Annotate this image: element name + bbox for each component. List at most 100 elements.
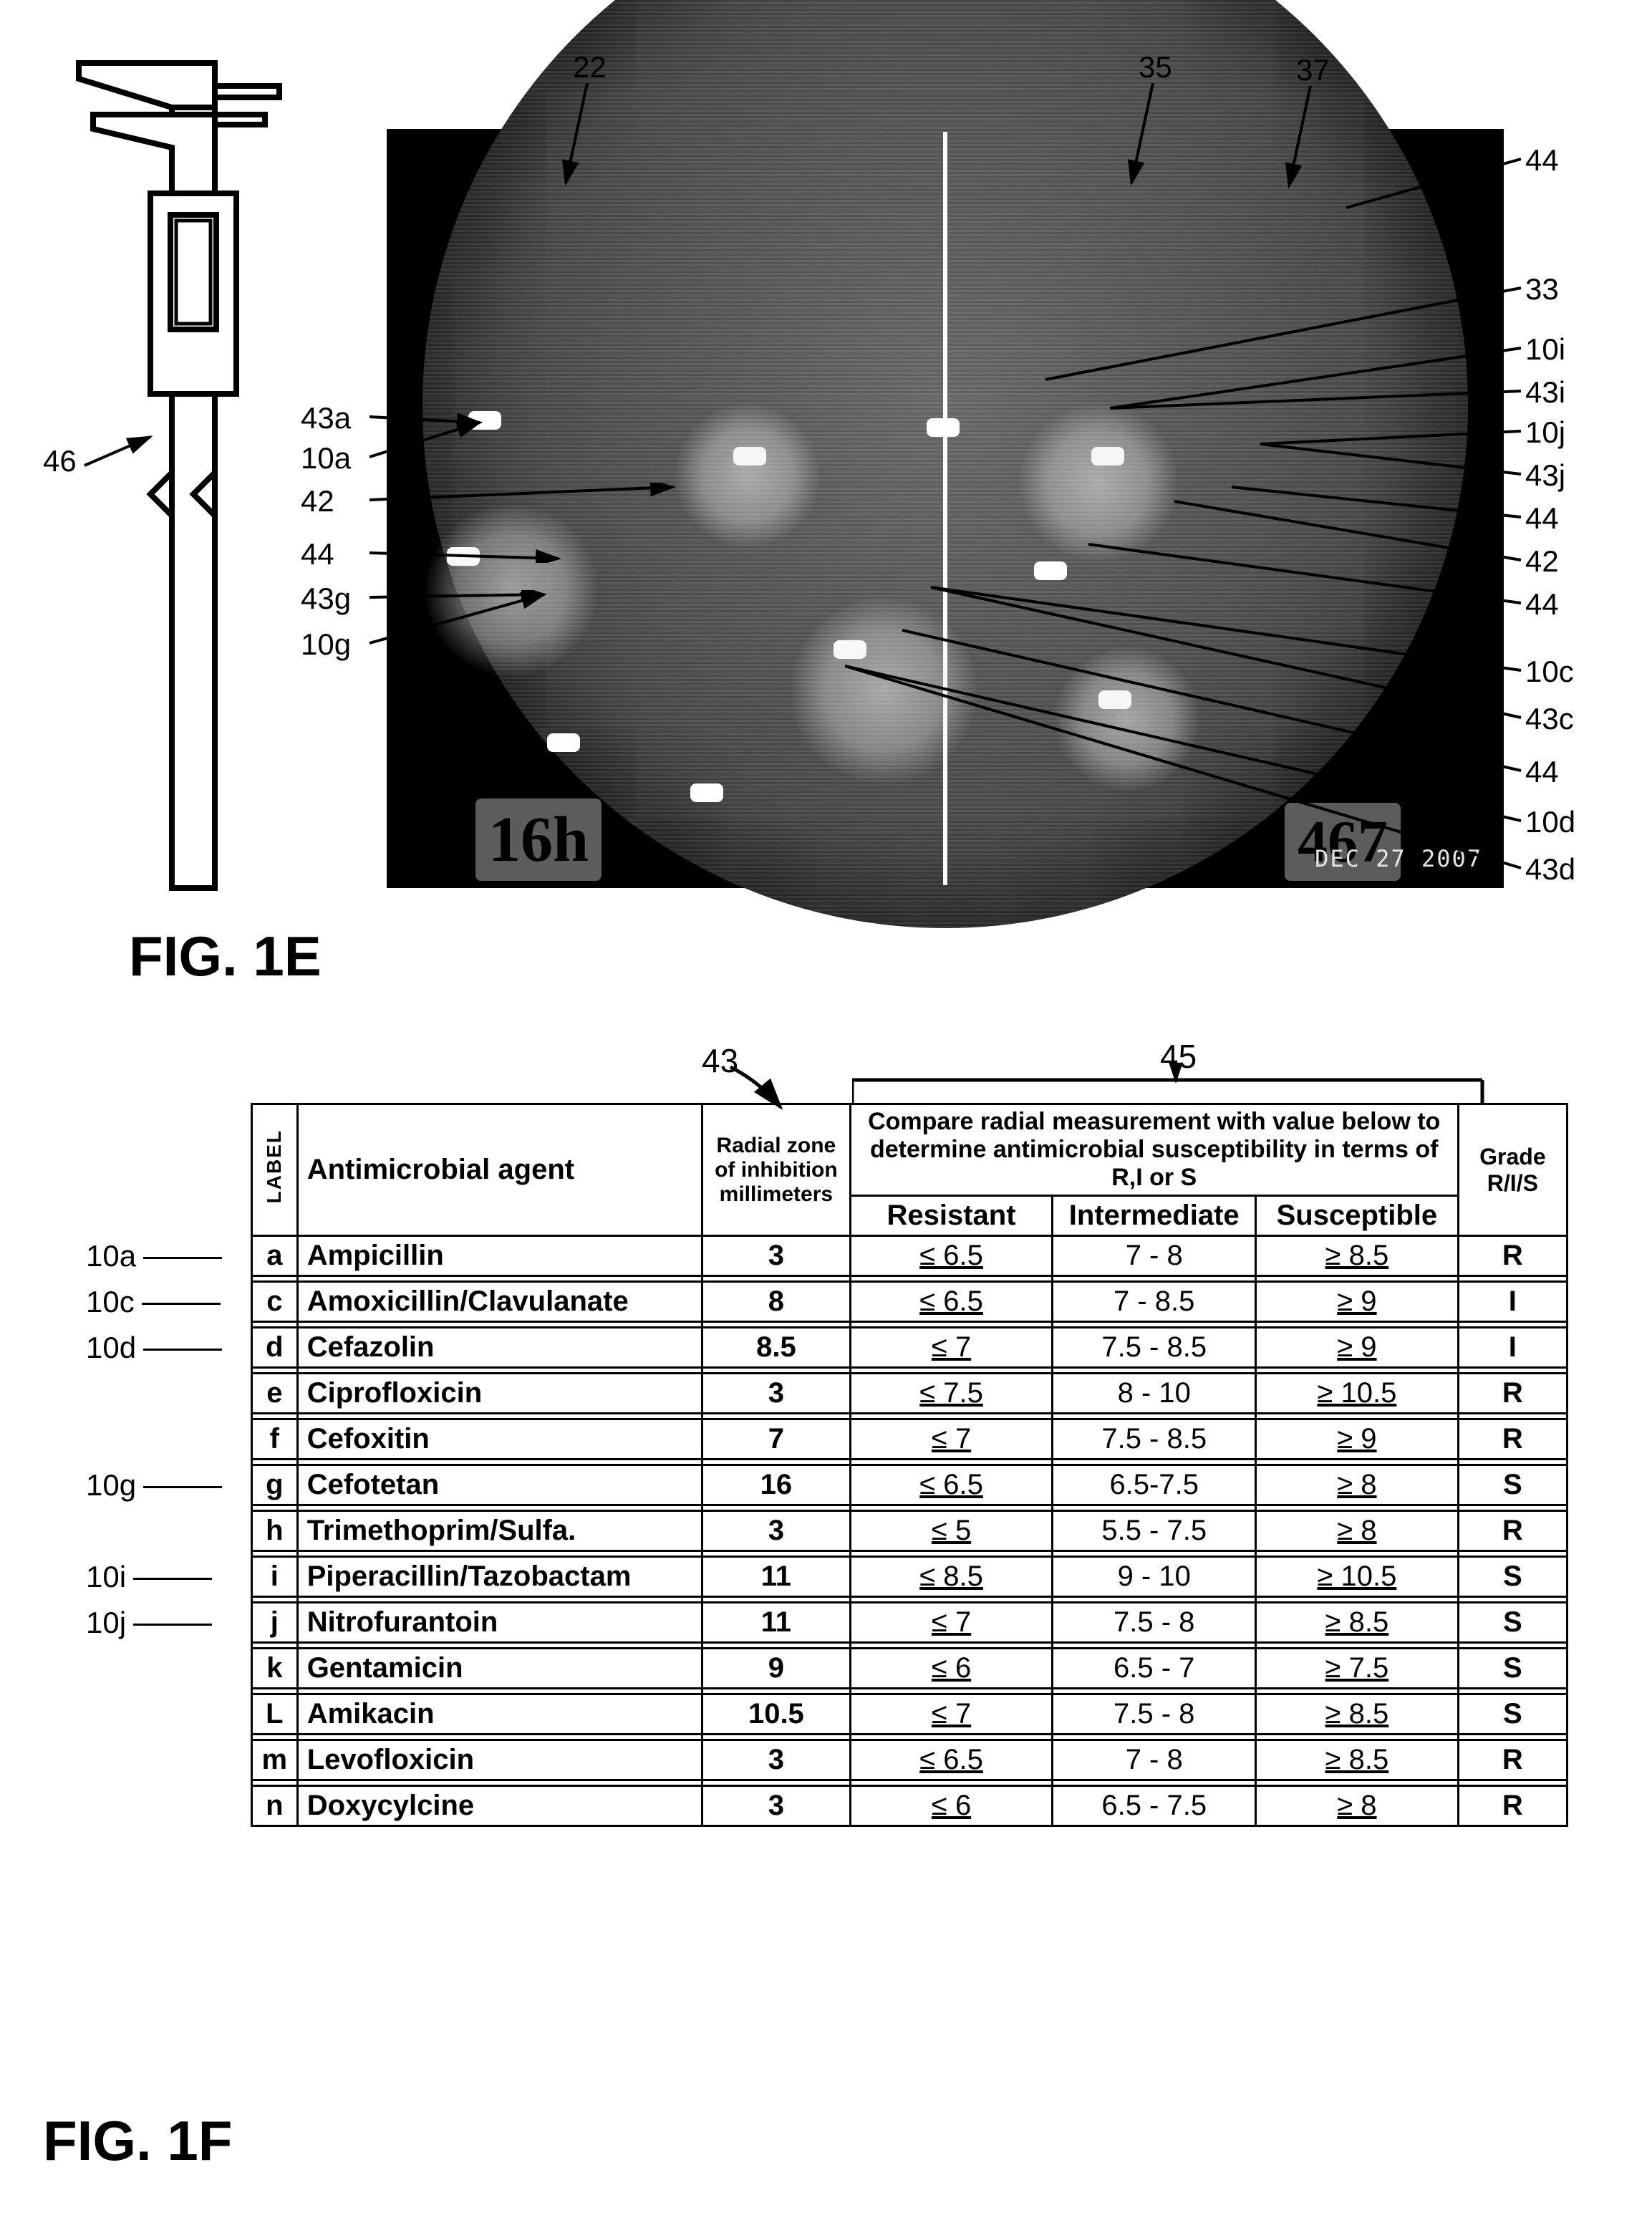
callout-10d-r12: 10d (1525, 805, 1575, 839)
callout-42-l2: 42 (301, 484, 334, 519)
row-grade: S (1458, 1603, 1567, 1643)
col-compare: Compare radial measurement with value be… (850, 1104, 1458, 1196)
row-label: i (252, 1557, 298, 1597)
row-susceptible: ≥ 8.5 (1256, 1603, 1459, 1643)
row-radial: 9 (702, 1649, 851, 1689)
row-radial: 3 (702, 1786, 851, 1826)
antibiotic-disc (1034, 561, 1067, 580)
inhibition-halo (425, 504, 597, 676)
row-label: g (252, 1465, 298, 1505)
row-susceptible: ≥ 7.5 (1256, 1649, 1459, 1689)
row-resistant: ≤ 7 (850, 1694, 1053, 1735)
row-label: a (252, 1236, 298, 1276)
row-intermediate: 9 - 10 (1053, 1557, 1256, 1597)
table-row: dCefazolin8.5≤ 77.5 - 8.5≥ 9I (252, 1328, 1568, 1368)
row-susceptible: ≥ 9 (1256, 1282, 1459, 1322)
row-resistant: ≤ 6.5 (850, 1740, 1053, 1780)
row-susceptible: ≥ 9 (1256, 1419, 1459, 1460)
row-grade: I (1458, 1282, 1567, 1322)
row-radial: 16 (702, 1465, 851, 1505)
spacer-row (252, 1735, 1568, 1740)
table-row: gCefotetan16≤ 6.56.5-7.5≥ 8S (252, 1465, 1568, 1505)
inhibition-halo (1056, 647, 1199, 791)
row-intermediate: 7.5 - 8 (1053, 1603, 1256, 1643)
spacer-row (252, 1414, 1568, 1419)
row-resistant: ≤ 8.5 (850, 1557, 1053, 1597)
row-radial: 3 (702, 1374, 851, 1414)
callout-43d-r13: 43d (1525, 852, 1575, 887)
table-row: fCefoxitin7≤ 77.5 - 8.5≥ 9R (252, 1419, 1568, 1460)
row-label: L (252, 1694, 298, 1735)
row-label: j (252, 1603, 298, 1643)
callout-37: 37 (1296, 53, 1330, 87)
col-agent: Antimicrobial agent (297, 1104, 702, 1236)
row-radial: 8.5 (702, 1328, 851, 1368)
table-row: mLevofloxicin3≤ 6.57 - 8≥ 8.5R (252, 1740, 1568, 1780)
callout-44-r11: 44 (1525, 755, 1559, 789)
col-label-text: LABEL (263, 1129, 286, 1203)
caliper-drawing (72, 43, 315, 902)
row-intermediate: 5.5 - 7.5 (1053, 1511, 1256, 1551)
callout-33-r1: 33 (1525, 272, 1559, 307)
row-susceptible: ≥ 10.5 (1256, 1374, 1459, 1414)
row-intermediate: 7.5 - 8.5 (1053, 1419, 1256, 1460)
callout-44-l3: 44 (301, 537, 334, 571)
row-radial: 8 (702, 1282, 851, 1322)
row-resistant: ≤ 6.5 (850, 1465, 1053, 1505)
callout-44-r8: 44 (1525, 587, 1559, 622)
spacer-row (252, 1368, 1568, 1374)
row-susceptible: ≥ 8 (1256, 1465, 1459, 1505)
col-grade: Grade R/I/S (1458, 1104, 1567, 1236)
sub-intermediate: Intermediate (1053, 1196, 1256, 1236)
row-intermediate: 6.5-7.5 (1053, 1465, 1256, 1505)
row-label: n (252, 1786, 298, 1826)
row-radial: 7 (702, 1419, 851, 1460)
row-resistant: ≤ 6.5 (850, 1236, 1053, 1276)
row-intermediate: 7.5 - 8.5 (1053, 1328, 1256, 1368)
row-agent: Doxycylcine (297, 1786, 702, 1826)
table-row: hTrimethoprim/Sulfa.3≤ 55.5 - 7.5≥ 8R (252, 1511, 1568, 1551)
callout-10j-r4: 10j (1525, 415, 1565, 450)
callout-43c-r10: 43c (1525, 702, 1574, 736)
row-resistant: ≤ 7 (850, 1419, 1053, 1460)
row-pointer-10i: 10i (86, 1560, 212, 1594)
row-label: h (252, 1511, 298, 1551)
callout-10c-r9: 10c (1525, 655, 1574, 689)
callout-43a-l0: 43a (301, 401, 351, 435)
spacer-row (252, 1460, 1568, 1465)
row-susceptible: ≥ 10.5 (1256, 1557, 1459, 1597)
row-resistant: ≤ 5 (850, 1511, 1053, 1551)
spacer-row (252, 1551, 1568, 1557)
callout-43g-l4: 43g (301, 582, 351, 616)
callout-42-r7: 42 (1525, 544, 1559, 579)
callout-43j-r5: 43j (1525, 458, 1565, 493)
row-radial: 3 (702, 1511, 851, 1551)
row-agent: Levofloxicin (297, 1740, 702, 1780)
handwritten-left: 16h (475, 799, 602, 881)
fig-1f-area: 43 45 LABEL Antimicrobial (43, 1103, 1609, 1827)
row-grade: R (1458, 1236, 1567, 1276)
col-label: LABEL (252, 1104, 298, 1236)
row-resistant: ≤ 6 (850, 1786, 1053, 1826)
sub-resistant: Resistant (850, 1196, 1053, 1236)
callout-43i-r3: 43i (1525, 375, 1565, 410)
row-grade: S (1458, 1465, 1567, 1505)
row-intermediate: 6.5 - 7 (1053, 1649, 1256, 1689)
spacer-row (252, 1780, 1568, 1786)
row-grade: R (1458, 1419, 1567, 1460)
callout-10g-l5: 10g (301, 627, 351, 662)
row-label: d (252, 1328, 298, 1368)
row-grade: R (1458, 1374, 1567, 1414)
antibiotic-disc (690, 783, 723, 802)
row-intermediate: 8 - 10 (1053, 1374, 1256, 1414)
row-agent: Cefoxitin (297, 1419, 702, 1460)
row-resistant: ≤ 7 (850, 1603, 1053, 1643)
row-intermediate: 6.5 - 7.5 (1053, 1786, 1256, 1826)
callout-caliper-ref: 46 (43, 444, 77, 478)
row-radial: 11 (702, 1603, 851, 1643)
row-agent: Cefotetan (297, 1465, 702, 1505)
row-susceptible: ≥ 8.5 (1256, 1694, 1459, 1735)
row-pointer-10j: 10j (86, 1606, 212, 1640)
row-label: c (252, 1282, 298, 1322)
row-radial: 3 (702, 1236, 851, 1276)
